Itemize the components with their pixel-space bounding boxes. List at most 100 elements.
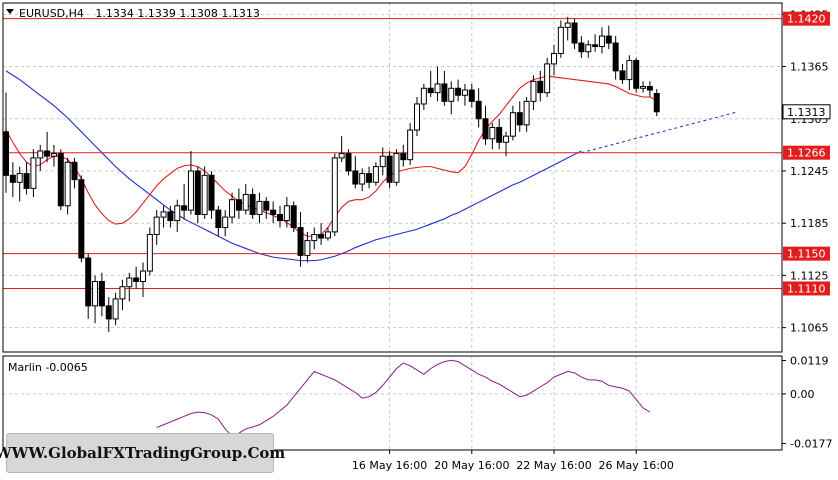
- candle-body: [229, 199, 236, 218]
- level-tag: [783, 246, 830, 261]
- candle-body: [489, 126, 496, 140]
- watermark-banner: WWW.GlobalFXTradingGroup.Com: [0, 433, 285, 473]
- candle-body: [585, 44, 592, 53]
- level-tag-label: 1.1266: [787, 147, 826, 160]
- y-tick-label: 1.1365: [790, 61, 829, 74]
- candle-body: [215, 209, 222, 229]
- candle-body: [537, 80, 544, 94]
- candle-body: [153, 216, 160, 236]
- candle-body: [544, 63, 551, 94]
- candle-body: [496, 126, 503, 143]
- candle-body: [283, 205, 290, 222]
- candle-body: [181, 205, 188, 211]
- candle-body: [50, 153, 57, 157]
- indicator-tick-label: -0.0177: [790, 438, 832, 451]
- candle-body: [414, 103, 420, 131]
- dropdown-triangle-icon[interactable]: [6, 9, 14, 14]
- candle-body: [468, 89, 475, 102]
- candle-body: [119, 286, 126, 300]
- candle-body: [92, 281, 99, 307]
- candle-body: [557, 26, 564, 54]
- candle-body: [30, 157, 37, 189]
- candle-body: [187, 170, 194, 211]
- candle-body: [318, 234, 325, 239]
- level-tag-label: 1.1420: [787, 13, 826, 26]
- candle-body: [98, 281, 105, 307]
- candle-body: [455, 87, 462, 96]
- candle-body: [612, 42, 619, 72]
- candle-body: [400, 153, 407, 161]
- x-tick-label: 22 May 16:00: [516, 459, 591, 472]
- candle-body: [448, 87, 455, 102]
- candle-body: [503, 135, 510, 143]
- candle-body: [208, 174, 215, 211]
- candle-body: [16, 173, 23, 183]
- candle-body: [146, 234, 153, 272]
- candle-body: [379, 155, 386, 168]
- candle-body: [331, 157, 338, 233]
- candle-body: [366, 173, 373, 183]
- candle-body: [256, 200, 263, 215]
- candle-body: [201, 174, 208, 215]
- candle-body: [640, 86, 647, 89]
- candle-body: [112, 298, 119, 320]
- candle-body: [167, 211, 174, 222]
- price-panel-frame: [2, 2, 783, 353]
- candle-body: [64, 161, 71, 207]
- candle-body: [372, 166, 379, 183]
- candle-body: [407, 129, 414, 161]
- candle-body: [482, 118, 489, 140]
- candle-body: [160, 211, 167, 218]
- candle-body: [222, 216, 229, 229]
- candle-body: [592, 44, 599, 48]
- blue-ma-projection: [581, 111, 739, 154]
- candle-body: [297, 227, 304, 256]
- candle-body: [311, 234, 318, 242]
- watermark-text: WWW.GlobalFXTradingGroup.Com: [0, 444, 286, 462]
- candle-body: [126, 277, 133, 288]
- candle-body: [140, 270, 146, 283]
- time-axis: 16 May 16:00 20 May 16:00 22 May 16:00 26 M…: [352, 450, 674, 472]
- level-tag-label: 1.1150: [787, 248, 826, 261]
- y-tick-label: 1.1125: [790, 269, 829, 282]
- level-tag-label: 1.1110: [787, 282, 826, 295]
- candle-body: [174, 205, 181, 222]
- y-tick-label: 1.1185: [790, 217, 829, 230]
- indicator-panel-frame: [2, 355, 783, 451]
- candle-body: [598, 35, 605, 48]
- candle-body: [277, 213, 283, 222]
- candle-body: [605, 35, 612, 44]
- candle-body: [626, 59, 633, 81]
- candle-body: [44, 150, 51, 157]
- candle-body: [551, 52, 557, 65]
- candle-body: [434, 83, 441, 94]
- candle-body: [646, 86, 653, 91]
- price-axis: 1.14251.13651.13051.12451.11851.11251.10…: [782, 8, 831, 335]
- candle-body: [509, 112, 516, 137]
- candle-body: [85, 257, 92, 307]
- candle-body: [37, 150, 44, 159]
- candle-body: [523, 100, 530, 126]
- indicator-tick-label: 0.00: [790, 388, 815, 401]
- candle-body: [441, 83, 448, 102]
- candle-body: [290, 205, 297, 229]
- indicator-axis: 0.0119 0.00 -0.0177: [782, 354, 832, 451]
- candle-body: [633, 59, 640, 89]
- candle-body: [386, 155, 393, 183]
- price-panel: [3, 16, 782, 332]
- candle-body: [249, 193, 256, 215]
- candle-body: [71, 161, 78, 181]
- candle-body: [242, 193, 249, 211]
- candle-body: [571, 22, 578, 44]
- candle-body: [304, 240, 311, 256]
- y-tick-label: 1.1065: [790, 322, 829, 335]
- candle-body: [345, 153, 352, 172]
- candle-body: [393, 153, 400, 183]
- grid: [3, 3, 782, 450]
- candle-body: [420, 87, 427, 105]
- candle-body: [270, 209, 277, 215]
- symbol-header: EURUSD,H4 1.1334 1.1339 1.1308 1.1313: [19, 7, 260, 20]
- current-price-label: 1.1313: [787, 106, 826, 119]
